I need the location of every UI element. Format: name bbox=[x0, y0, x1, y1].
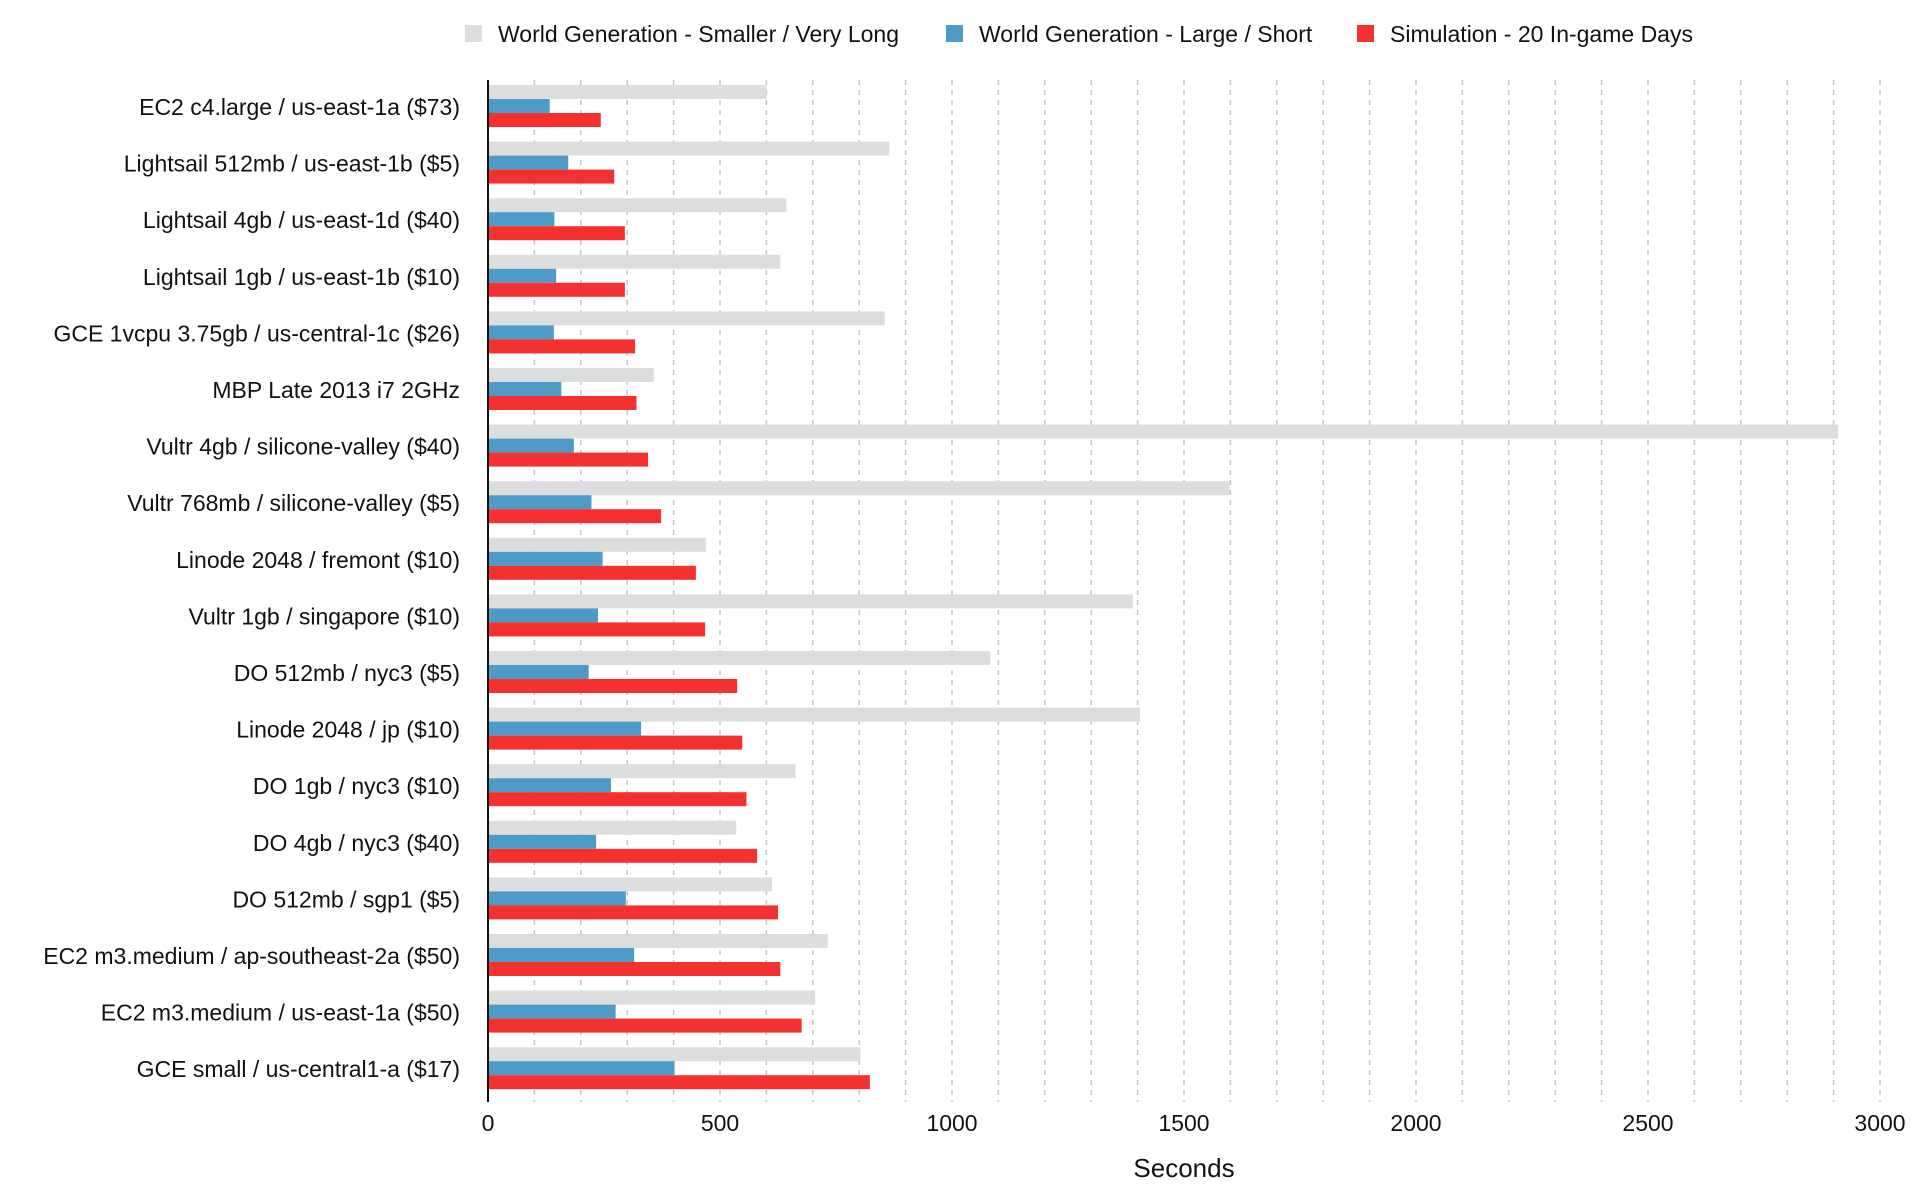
bar-series-3 bbox=[488, 679, 738, 693]
bar-series-3 bbox=[488, 452, 649, 467]
bar-series-1 bbox=[488, 311, 885, 326]
bar-series-2 bbox=[488, 948, 635, 962]
category-label: EC2 m3.medium / ap-southeast-2a ($50) bbox=[43, 943, 460, 969]
bar-series-3 bbox=[488, 792, 747, 807]
category-label: Vultr 768mb / silicone-valley ($5) bbox=[127, 490, 460, 516]
bar-series-1 bbox=[488, 254, 781, 269]
bar-series-3 bbox=[488, 735, 743, 750]
bar-series-1 bbox=[488, 651, 991, 665]
bar-series-2 bbox=[488, 382, 562, 396]
category-label: Lightsail 1gb / us-east-1b ($10) bbox=[143, 264, 460, 290]
bar-series-3 bbox=[488, 565, 696, 580]
bar-series-3 bbox=[488, 622, 706, 637]
bar-series-1 bbox=[488, 85, 767, 99]
bar-series-3 bbox=[488, 169, 615, 184]
bar-series-1 bbox=[488, 707, 1140, 722]
category-label: Vultr 4gb / silicone-valley ($40) bbox=[146, 434, 460, 460]
x-tick-label: 0 bbox=[482, 1110, 495, 1136]
bars bbox=[488, 85, 1839, 1090]
bar-series-2 bbox=[488, 608, 598, 623]
category-label: MBP Late 2013 i7 2GHz bbox=[212, 377, 460, 403]
bar-series-1 bbox=[488, 1047, 861, 1062]
bar-series-2 bbox=[488, 665, 589, 679]
bar-series-2 bbox=[488, 1061, 675, 1076]
bar-series-1 bbox=[488, 594, 1133, 609]
category-label: EC2 m3.medium / us-east-1a ($50) bbox=[101, 1000, 460, 1026]
bar-series-2 bbox=[488, 99, 550, 113]
bar-series-1 bbox=[488, 820, 737, 835]
bar-series-1 bbox=[488, 537, 707, 552]
bar-series-2 bbox=[488, 551, 603, 566]
category-labels: EC2 c4.large / us-east-1a ($73) Lightsail… bbox=[43, 94, 460, 1082]
bar-series-1 bbox=[488, 198, 787, 213]
category-label: DO 512mb / nyc3 ($5) bbox=[234, 660, 460, 686]
x-tick-label: 2500 bbox=[1622, 1110, 1673, 1136]
bar-series-3 bbox=[488, 509, 662, 524]
bar-series-2 bbox=[488, 155, 569, 170]
category-label: EC2 c4.large / us-east-1a ($73) bbox=[139, 94, 460, 120]
bar-series-2 bbox=[488, 438, 574, 453]
bar-series-3 bbox=[488, 905, 778, 920]
legend-label: World Generation - Large / Short bbox=[979, 21, 1313, 47]
bar-series-3 bbox=[488, 226, 625, 241]
bar-series-3 bbox=[488, 1075, 870, 1090]
bar-series-3 bbox=[488, 282, 625, 297]
bar-series-3 bbox=[488, 396, 637, 410]
legend-label: World Generation - Smaller / Very Long bbox=[498, 21, 899, 47]
x-axis-title: Seconds bbox=[1133, 1153, 1234, 1183]
category-label: Vultr 1gb / singapore ($10) bbox=[189, 603, 460, 629]
bar-series-1 bbox=[488, 764, 796, 779]
bar-series-3 bbox=[488, 848, 758, 863]
category-label: DO 4gb / nyc3 ($40) bbox=[253, 830, 460, 856]
x-tick-label: 3000 bbox=[1854, 1110, 1905, 1136]
category-label: Lightsail 512mb / us-east-1b ($5) bbox=[124, 151, 460, 177]
bar-series-2 bbox=[488, 721, 642, 736]
x-tick-label: 1500 bbox=[1158, 1110, 1209, 1136]
bar-series-2 bbox=[488, 891, 626, 906]
x-tick-labels: 0 500 1000 1500 2000 2500 3000 bbox=[482, 1110, 1906, 1136]
category-label: GCE small / us-central1-a ($17) bbox=[137, 1056, 460, 1082]
bar-series-1 bbox=[488, 368, 654, 382]
category-label: Lightsail 4gb / us-east-1d ($40) bbox=[143, 207, 460, 233]
bar-series-1 bbox=[488, 934, 828, 948]
legend-swatch bbox=[1357, 25, 1374, 42]
category-label: DO 1gb / nyc3 ($10) bbox=[253, 773, 460, 799]
bar-series-2 bbox=[488, 778, 611, 793]
legend-swatch bbox=[946, 25, 963, 42]
bar-series-1 bbox=[488, 877, 772, 892]
bar-series-2 bbox=[488, 495, 592, 510]
category-label: GCE 1vcpu 3.75gb / us-central-1c ($26) bbox=[53, 320, 460, 346]
bar-series-3 bbox=[488, 1018, 802, 1033]
bar-series-2 bbox=[488, 834, 597, 849]
category-label: DO 512mb / sgp1 ($5) bbox=[232, 886, 460, 912]
bar-series-2 bbox=[488, 212, 555, 227]
bar-series-1 bbox=[488, 424, 1839, 439]
x-tick-label: 2000 bbox=[1390, 1110, 1441, 1136]
bar-series-2 bbox=[488, 1004, 616, 1019]
bar-series-1 bbox=[488, 141, 890, 156]
bar-series-1 bbox=[488, 990, 816, 1005]
bar-series-2 bbox=[488, 325, 554, 340]
bar-series-2 bbox=[488, 268, 557, 283]
category-label: Linode 2048 / fremont ($10) bbox=[176, 547, 460, 573]
bar-series-3 bbox=[488, 339, 636, 354]
x-tick-label: 500 bbox=[701, 1110, 739, 1136]
bar-series-1 bbox=[488, 481, 1230, 496]
grid bbox=[533, 80, 1881, 1102]
legend-swatch bbox=[465, 25, 482, 42]
x-tick-label: 1000 bbox=[926, 1110, 977, 1136]
legend: World Generation - Smaller / Very Long Wo… bbox=[465, 21, 1693, 47]
bar-series-3 bbox=[488, 113, 601, 127]
bar-series-3 bbox=[488, 962, 781, 976]
legend-label: Simulation - 20 In-game Days bbox=[1390, 21, 1693, 47]
category-label: Linode 2048 / jp ($10) bbox=[236, 717, 460, 743]
